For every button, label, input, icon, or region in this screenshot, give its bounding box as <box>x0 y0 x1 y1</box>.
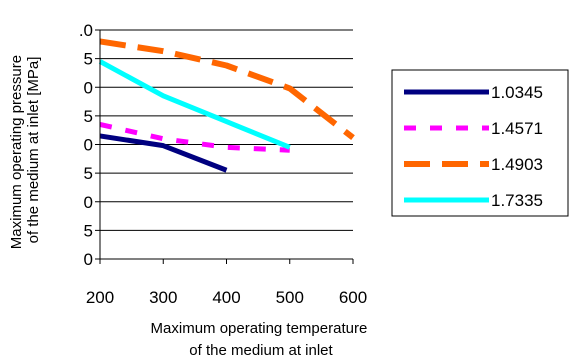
y-tick-label: 5 <box>84 107 93 126</box>
x-tick-label: 500 <box>276 288 304 307</box>
x-tick-label: 300 <box>149 288 177 307</box>
y-tick-label: 0 <box>84 193 93 212</box>
y-tick-label: 0 <box>84 250 93 269</box>
x-axis-title: Maximum operating temperature of the med… <box>151 320 372 359</box>
series-lines <box>98 38 355 173</box>
x-tick-label: 600 <box>339 288 367 307</box>
legend-label: 1.0345 <box>491 83 543 102</box>
y-tick-label: 0 <box>84 136 93 155</box>
x-tick-label: 400 <box>212 288 240 307</box>
series-line-1.4571 <box>99 122 290 153</box>
y-tick-label: .0 <box>79 21 93 40</box>
legend-label: 1.7335 <box>491 191 543 210</box>
y-tick-label: 5 <box>84 221 93 240</box>
y-tick-label: 5 <box>84 50 93 69</box>
series-line-1.7335 <box>98 59 291 150</box>
series-line-1.4903 <box>99 38 355 140</box>
y-tick-label: 5 <box>84 164 93 183</box>
legend-label: 1.4903 <box>491 155 543 174</box>
y-axis-title: Maximum operating pressure of the medium… <box>8 51 42 249</box>
series-line-1.0345 <box>99 133 228 173</box>
axes <box>95 29 354 264</box>
x-axis-ticks: 200 300 400 500 600 <box>86 288 367 307</box>
legend-label: 1.4571 <box>491 119 543 138</box>
y-tick-label: 0 <box>84 78 93 97</box>
x-tick-label: 200 <box>86 288 114 307</box>
legend: 1.0345 1.4571 1.4903 1.7335 <box>391 69 569 217</box>
y-axis-ticks: 0 5 0 5 0 5 0 5 .0 <box>79 21 93 269</box>
